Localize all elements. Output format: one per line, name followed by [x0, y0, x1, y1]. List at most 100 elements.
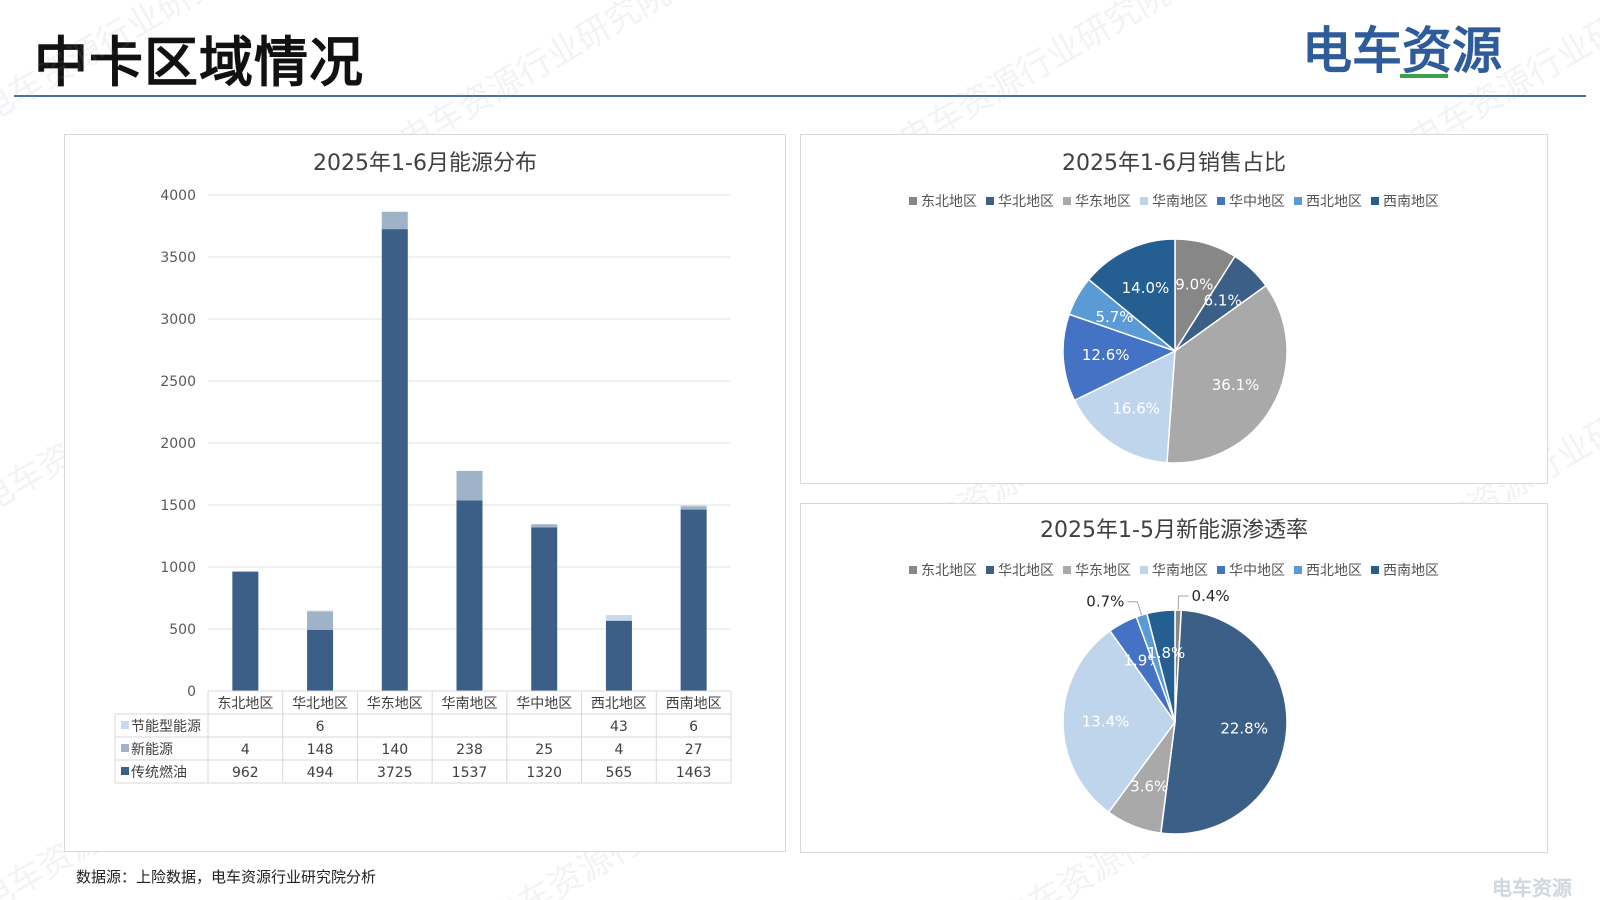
table-cell-value: 148: [307, 742, 334, 758]
legend-label: 西北地区: [1306, 194, 1362, 210]
pie-data-label: 0.4%: [1192, 587, 1230, 605]
table-cell-value: 494: [307, 765, 334, 781]
category-label: 华北地区: [292, 696, 348, 712]
nev-penetration-title: 2025年1-5月新能源渗透率: [1040, 518, 1308, 543]
nev-penetration-panel: 2025年1-5月新能源渗透率 东北地区 华北地区 华东地区 华南地区 华中地区 西北地区…: [800, 503, 1548, 853]
bar-segment: [307, 629, 334, 691]
legend-item: 华南地区: [1140, 191, 1208, 211]
category-label: 西南地区: [666, 696, 722, 712]
bar-segment: [381, 229, 408, 691]
legend-item: 东北地区: [909, 560, 977, 580]
table-cell-value: 1537: [452, 765, 488, 781]
table-cell-value: 27: [685, 742, 703, 758]
legend-swatch: [1217, 197, 1225, 205]
energy-bar-chart: 0 500 1000 1500 2000 2500 3000 3500 4000 东北地区 华北地区…: [114, 188, 732, 784]
legend-item: 西北地区: [1294, 191, 1362, 211]
bar-segment: [307, 611, 334, 630]
legend-item: 华东地区: [1063, 560, 1131, 580]
leader-line: [1127, 601, 1143, 616]
y-tick-label: 1500: [160, 498, 196, 514]
legend-label: 华南地区: [1152, 194, 1208, 210]
brand-logo-text: 电车资源: [1302, 22, 1502, 80]
bar-segment: [307, 610, 334, 612]
y-tick-label: 0: [187, 684, 196, 700]
pie-slice: [1166, 284, 1288, 464]
bar-segment: [531, 527, 558, 691]
legend-swatch: [1140, 566, 1148, 574]
pie-data-label: 5.7%: [1095, 308, 1133, 326]
pie-data-label: 1.8%: [1147, 644, 1185, 662]
table-cell-value: 25: [535, 742, 553, 758]
y-tick-label: 2500: [160, 374, 196, 390]
pie-data-label: 9.0%: [1175, 275, 1213, 293]
legend-swatch: [909, 197, 917, 205]
legend-item: 华东地区: [1063, 191, 1131, 211]
legend-swatch: [1063, 566, 1071, 574]
y-tick-label: 1000: [160, 560, 196, 576]
table-legend-key: [121, 744, 129, 752]
pie-slice: [1145, 609, 1176, 723]
legend-label: 华中地区: [1229, 194, 1285, 210]
sales-share-title: 2025年1-6月销售占比: [1062, 151, 1286, 176]
legend-label: 东北地区: [921, 194, 977, 210]
category-label: 东北地区: [217, 696, 273, 712]
footer-logo: 电车资源: [1492, 876, 1572, 900]
bar-segment: [605, 620, 632, 691]
y-tick-label: 3500: [160, 250, 196, 266]
pie-data-label: 3.6%: [1130, 777, 1168, 795]
category-label: 华东地区: [367, 696, 423, 712]
pie-data-label: 12.6%: [1082, 346, 1130, 364]
legend-label: 华北地区: [998, 563, 1054, 579]
nev-penetration-legend: 东北地区 华北地区 华东地区 华南地区 华中地区 西北地区 西南地区: [801, 560, 1547, 580]
bar-segment: [680, 505, 707, 507]
legend-label: 西南地区: [1383, 194, 1439, 210]
series-name: 传统燃油: [131, 764, 187, 781]
sales-share-pie: 9.0%6.1% 36.1% 16.6% 12.6% 5.7% 14.0%: [1062, 238, 1288, 464]
legend-item: 东北地区: [909, 191, 977, 211]
legend-swatch: [986, 197, 994, 205]
y-tick-label: 2000: [160, 436, 196, 452]
pie-slice: [1159, 609, 1288, 835]
pie-slice: [1087, 238, 1176, 353]
brand-logo-accent: [1400, 74, 1448, 78]
bar-segment: [381, 211, 408, 230]
legend-swatch: [1371, 197, 1379, 205]
bar-segment: [232, 571, 259, 691]
brand-logo: 电车资源: [1302, 22, 1502, 80]
pie-data-label: 36.1%: [1212, 376, 1260, 394]
y-tick-label: 500: [169, 622, 196, 638]
category-label: 华南地区: [442, 696, 498, 712]
legend-item: 西南地区: [1371, 560, 1439, 580]
category-label: 西北地区: [591, 696, 647, 712]
table-cell-value: 1463: [676, 765, 712, 781]
pie-data-label: 6.1%: [1204, 291, 1242, 309]
pie-slice: [1062, 629, 1176, 814]
legend-swatch: [1371, 566, 1379, 574]
bar-segment: [680, 506, 707, 510]
table-cell-value: 6: [689, 719, 698, 735]
bar-segment: [605, 615, 632, 621]
legend-swatch: [1217, 566, 1225, 574]
legend-swatch: [1294, 197, 1302, 205]
table-cell-value: 238: [456, 742, 483, 758]
table-cell-value: 140: [381, 742, 408, 758]
header-rule: [14, 95, 1586, 97]
legend-item: 华北地区: [986, 560, 1054, 580]
data-source-note: 数据源：上险数据，电车资源行业研究院分析: [76, 868, 377, 886]
bar-segment: [531, 524, 558, 528]
nev-penetration-pie: 0.4%22.8%3.6%13.4%1.9%0.7%1.8%: [1062, 587, 1288, 835]
legend-label: 华南地区: [1152, 563, 1208, 579]
legend-swatch: [986, 566, 994, 574]
pie-data-label: 14.0%: [1122, 279, 1170, 297]
legend-label: 东北地区: [921, 563, 977, 579]
table-cell-value: 6: [316, 719, 325, 735]
sales-share-legend: 东北地区 华北地区 华东地区 华南地区 华中地区 西北地区 西南地区: [801, 191, 1547, 211]
legend-swatch: [1063, 197, 1071, 205]
legend-swatch: [1294, 566, 1302, 574]
energy-chart-panel: 2025年1-6月能源分布 0 500 1000 1500 2000 2500 3000 35…: [64, 134, 786, 852]
energy-chart-title: 2025年1-6月能源分布: [313, 151, 537, 176]
legend-label: 华北地区: [998, 194, 1054, 210]
y-tick-label: 3000: [160, 312, 196, 328]
pie-data-label: 22.8%: [1220, 719, 1268, 737]
bar-segment: [680, 509, 707, 691]
